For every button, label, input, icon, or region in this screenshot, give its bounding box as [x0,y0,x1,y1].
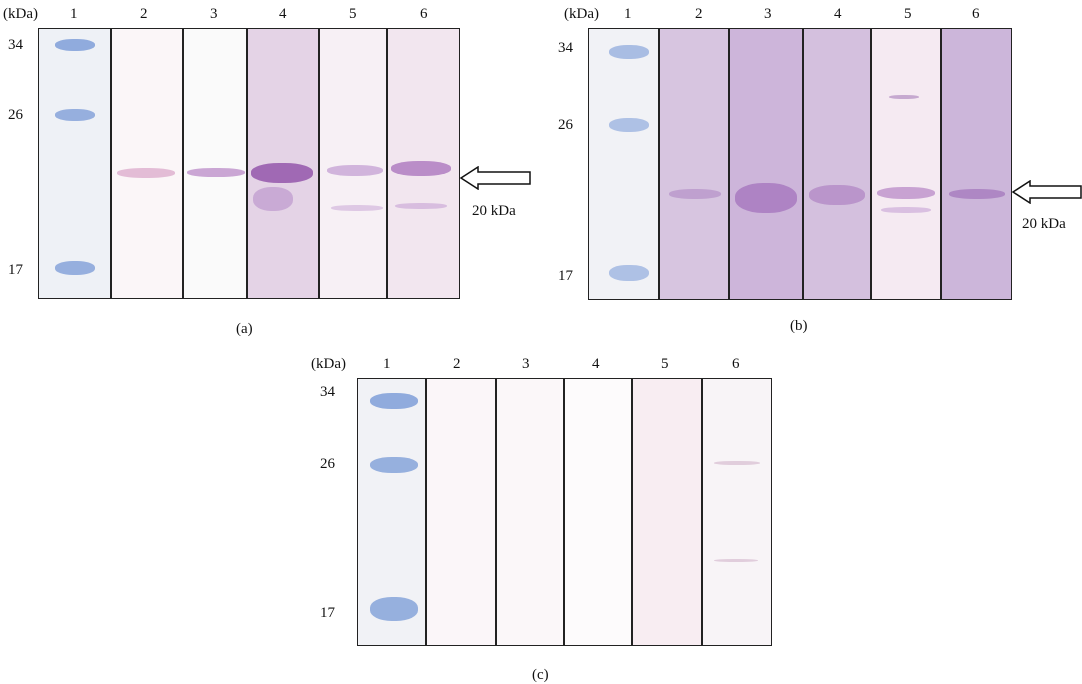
lane-5 [632,379,702,645]
lane-label-4: 4 [279,6,287,22]
lane-divider [658,29,660,299]
lane-label-5: 5 [904,6,912,22]
lane-2 [659,29,729,299]
band-lane-5 [327,165,383,176]
lane-divider [246,29,248,298]
lane-divider [495,379,497,645]
lane-2 [426,379,496,645]
lane-5 [319,29,387,298]
blot-a [38,28,460,299]
lane-divider [425,379,427,645]
panel-caption: (c) [532,667,549,683]
lane-label-1: 1 [70,6,78,22]
ladder-band-26 [370,457,418,473]
lane-label-2: 2 [140,6,148,22]
band-lane-6 [949,189,1005,199]
lane-label-6: 6 [420,6,428,22]
unit-label: (kDa) [311,356,346,372]
arrow-left-icon [1012,180,1082,204]
band-lane-2 [117,168,175,178]
marker-34: 34 [320,384,335,400]
lane-label-4: 4 [592,356,600,372]
unit-label: (kDa) [564,6,599,22]
lane-label-3: 3 [210,6,218,22]
lane-label-3: 3 [522,356,530,372]
band-lane-5-lower [881,207,931,213]
band-lane-4 [251,163,313,183]
band-lane-6-lower [714,559,758,562]
marker-34: 34 [558,40,573,56]
band-lane-5-lower [331,205,383,211]
lane-1 [589,29,659,299]
lane-4 [564,379,632,645]
marker-26: 26 [558,117,573,133]
unit-label: (kDa) [3,6,38,22]
lane-divider [182,29,184,298]
band-lane-4 [809,185,865,205]
ladder-band-34 [370,393,418,409]
lane-divider [110,29,112,298]
marker-34: 34 [8,37,23,53]
lane-divider [940,29,942,299]
lane-divider [563,379,565,645]
lane-divider [386,29,388,298]
lane-6 [941,29,1011,299]
lane-6 [702,379,771,645]
band-lane-5 [877,187,935,199]
lane-label-6: 6 [972,6,980,22]
lane-3 [729,29,803,299]
lane-divider [870,29,872,299]
band-lane-6 [714,461,760,465]
ladder-band-17 [370,597,418,621]
lane-3 [183,29,247,298]
lane-label-1: 1 [383,356,391,372]
arrow-label: 20 kDa [472,203,516,219]
band-lane-3 [735,183,797,213]
ladder-band-17 [55,261,95,275]
marker-17: 17 [558,268,573,284]
lane-label-6: 6 [732,356,740,372]
lane-divider [728,29,730,299]
lane-5 [871,29,941,299]
lane-label-2: 2 [453,356,461,372]
marker-17: 17 [320,605,335,621]
marker-26: 26 [8,107,23,123]
marker-17: 17 [8,262,23,278]
panel-caption: (b) [790,318,808,334]
band-lane-2 [669,189,721,199]
arrow-left-icon [460,166,531,190]
lane-1 [39,29,111,298]
band-lane-6 [391,161,451,176]
lane-label-4: 4 [834,6,842,22]
lane-2 [111,29,183,298]
lane-divider [631,379,633,645]
lane-divider [802,29,804,299]
band-lane-5-top [889,95,919,99]
lane-label-5: 5 [349,6,357,22]
lane-divider [701,379,703,645]
lane-3 [496,379,564,645]
lane-label-2: 2 [695,6,703,22]
band-lane-4-lower [253,187,293,211]
band-lane-6-lower [395,203,447,209]
lane-label-1: 1 [624,6,632,22]
arrow-label: 20 kDa [1022,216,1066,232]
lane-label-3: 3 [764,6,772,22]
ladder-band-34 [55,39,95,51]
blot-c [357,378,772,646]
band-lane-3 [187,168,245,177]
ladder-band-34 [609,45,649,59]
blot-b [588,28,1012,300]
marker-26: 26 [320,456,335,472]
lane-label-5: 5 [661,356,669,372]
ladder-band-26 [609,118,649,132]
panel-caption: (a) [236,321,253,337]
lane-4 [803,29,871,299]
lane-divider [318,29,320,298]
ladder-band-17 [609,265,649,281]
ladder-band-26 [55,109,95,121]
